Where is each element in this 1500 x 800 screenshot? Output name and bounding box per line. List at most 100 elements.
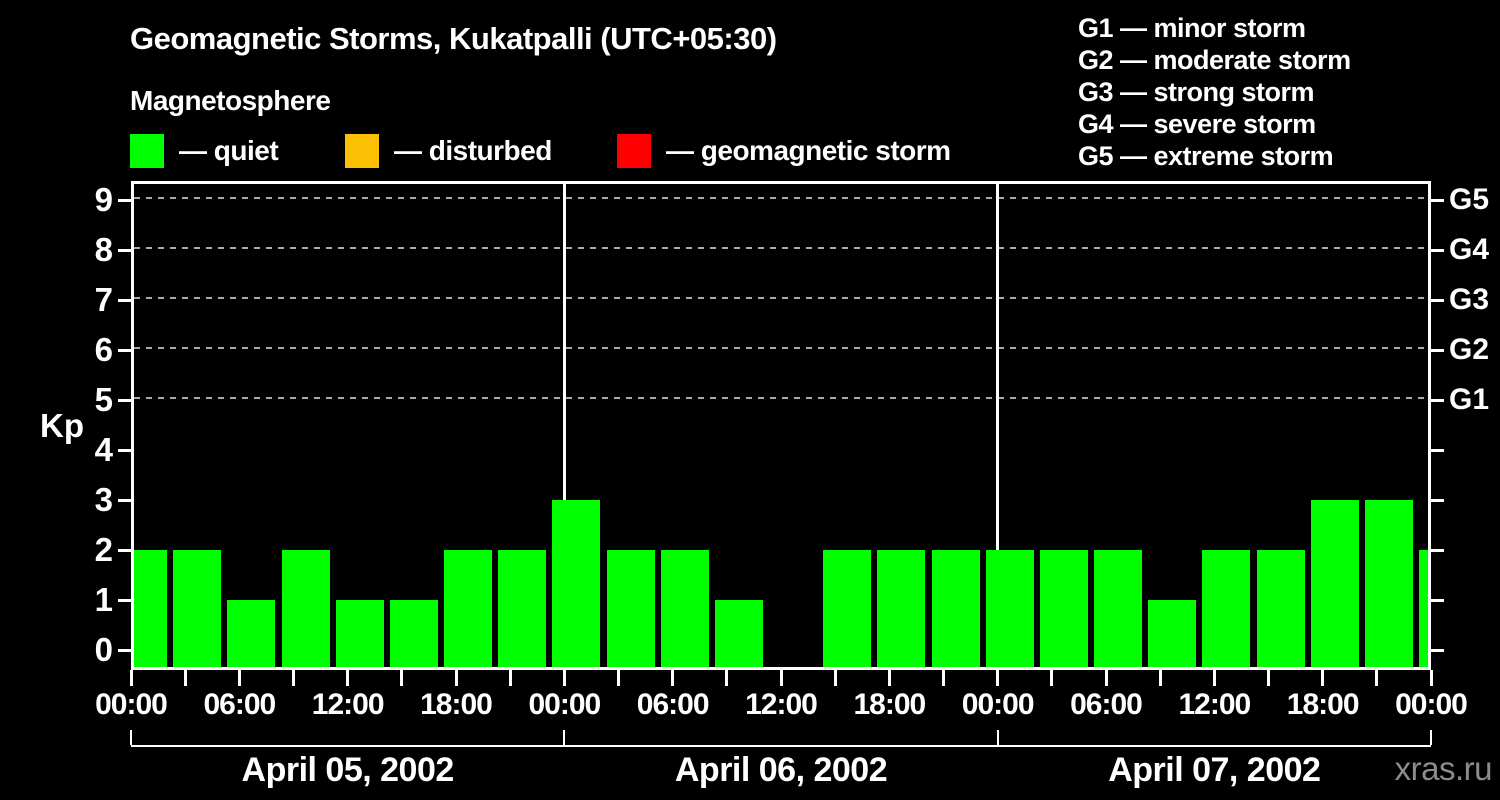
y-axis-tick-label: 8 — [94, 231, 113, 268]
kp-bar — [823, 550, 872, 667]
x-axis-tick-label: 12:00 — [1178, 688, 1251, 721]
right-axis-tick — [1431, 548, 1444, 552]
kp-bar — [1094, 550, 1142, 667]
y-axis-tick — [118, 198, 131, 202]
y-axis-tick — [118, 648, 131, 652]
legend-label-geomagnetic-storm: — geomagnetic storm — [666, 135, 951, 166]
kp-bar — [335, 600, 384, 667]
x-axis-tick — [1212, 670, 1216, 686]
right-axis-tick — [1431, 648, 1444, 652]
right-axis-tick — [1431, 198, 1444, 202]
right-axis-tick — [1431, 248, 1444, 252]
x-axis-tick — [1321, 670, 1325, 686]
plot-inner — [134, 184, 1428, 667]
g-level-label: G5 — [1449, 183, 1490, 216]
y-axis-tick-label: 0 — [94, 631, 113, 668]
gridline-kp-6 — [134, 347, 1428, 349]
g-level-label: G3 — [1449, 283, 1490, 316]
date-label: April 07, 2002 — [1108, 751, 1321, 789]
x-axis-tick-label: 06:00 — [636, 688, 710, 721]
kp-bar — [606, 550, 655, 667]
watermark: xras.ru — [1394, 750, 1493, 787]
x-axis-tick — [779, 670, 783, 686]
y-axis-tick-label: 2 — [94, 531, 113, 568]
date-bracket-tick — [130, 730, 132, 745]
x-axis-tick — [1267, 670, 1270, 686]
x-axis-tick-label: 12:00 — [311, 688, 385, 721]
gridline-kp-7 — [134, 297, 1428, 299]
y-axis-tick — [118, 298, 131, 302]
x-axis-tick-label: 18:00 — [420, 688, 493, 721]
kp-bar — [173, 550, 222, 667]
x-axis-tick — [346, 670, 350, 686]
x-axis-tick — [183, 670, 187, 686]
kp-bar — [1256, 550, 1305, 667]
x-axis-tick — [725, 670, 729, 686]
kp-bar — [660, 550, 709, 667]
x-axis-tick — [508, 670, 512, 686]
right-axis-tick — [1431, 498, 1444, 502]
g-scale-legend-line: G1 — minor storm — [1078, 13, 1306, 43]
date-bracket-tick — [996, 730, 999, 745]
disturbed-color-swatch — [345, 134, 379, 168]
page-title: Geomagnetic Storms, Kukatpalli (UTC+05:3… — [130, 21, 777, 56]
g-scale-legend-line: G5 — extreme storm — [1078, 141, 1334, 171]
date-bracket-line — [131, 745, 1431, 747]
x-axis-tick-label: 00:00 — [1395, 688, 1468, 721]
x-axis-tick — [887, 670, 891, 686]
kp-bar — [1148, 600, 1197, 667]
g-level-label: G4 — [1449, 233, 1490, 266]
g-level-label: G2 — [1449, 333, 1490, 366]
x-axis-tick — [617, 670, 620, 686]
x-axis-tick — [1158, 670, 1162, 686]
kp-bar — [1202, 550, 1251, 667]
right-axis-tick — [1431, 398, 1444, 402]
g-scale-legend-line: G2 — moderate storm — [1078, 45, 1351, 75]
x-axis-tick — [833, 670, 837, 686]
g-scale-legend: G1 — minor storm G2 — moderate storm G3 … — [1078, 12, 1351, 172]
x-axis-tick — [996, 670, 1000, 686]
g-scale-legend-line: G4 — severe storm — [1078, 109, 1316, 139]
y-axis-tick — [118, 548, 131, 552]
x-axis-tick — [942, 670, 945, 686]
kp-bar — [1419, 550, 1428, 667]
y-axis-tick — [118, 348, 131, 352]
date-label: April 05, 2002 — [241, 751, 455, 789]
y-axis-tick — [118, 498, 131, 502]
gridline-kp-5 — [134, 397, 1428, 399]
kp-bar — [498, 550, 547, 667]
g-scale-legend-line: G3 — strong storm — [1078, 77, 1315, 107]
kp-bar — [1364, 500, 1413, 667]
y-axis-tick — [118, 448, 131, 452]
chart-subtitle: Magnetosphere — [130, 85, 331, 116]
kp-bar — [134, 550, 167, 667]
kp-bar — [552, 500, 601, 667]
x-axis-tick — [454, 670, 458, 686]
right-axis-tick — [1431, 598, 1444, 602]
x-axis-tick — [671, 670, 675, 686]
x-axis-tick-label: 00:00 — [528, 688, 601, 721]
right-axis-tick — [1431, 348, 1444, 352]
legend-item-disturbed: — disturbed — [345, 134, 552, 168]
kp-bar — [877, 550, 926, 667]
kp-bar — [389, 600, 438, 667]
x-axis-tick-label: 06:00 — [1070, 688, 1143, 721]
y-axis-tick — [118, 398, 131, 402]
y-axis-tick-label: 6 — [94, 331, 113, 368]
y-axis-tick-label: 9 — [94, 181, 113, 218]
x-axis-tick — [237, 670, 241, 686]
kp-bar — [985, 550, 1034, 667]
gridline-kp-9 — [134, 197, 1428, 199]
legend-label-disturbed: — disturbed — [394, 135, 552, 166]
x-axis-tick — [1104, 670, 1108, 686]
x-axis-tick-label: 06:00 — [203, 688, 276, 721]
x-axis-tick — [562, 670, 566, 686]
kp-bar — [227, 600, 276, 667]
date-label: April 06, 2002 — [674, 751, 888, 789]
gridline-kp-8 — [134, 247, 1428, 249]
x-axis-tick — [1429, 670, 1433, 686]
day-boundary-line — [996, 184, 1000, 667]
right-axis-tick — [1431, 448, 1444, 452]
kp-bar — [1039, 550, 1088, 667]
